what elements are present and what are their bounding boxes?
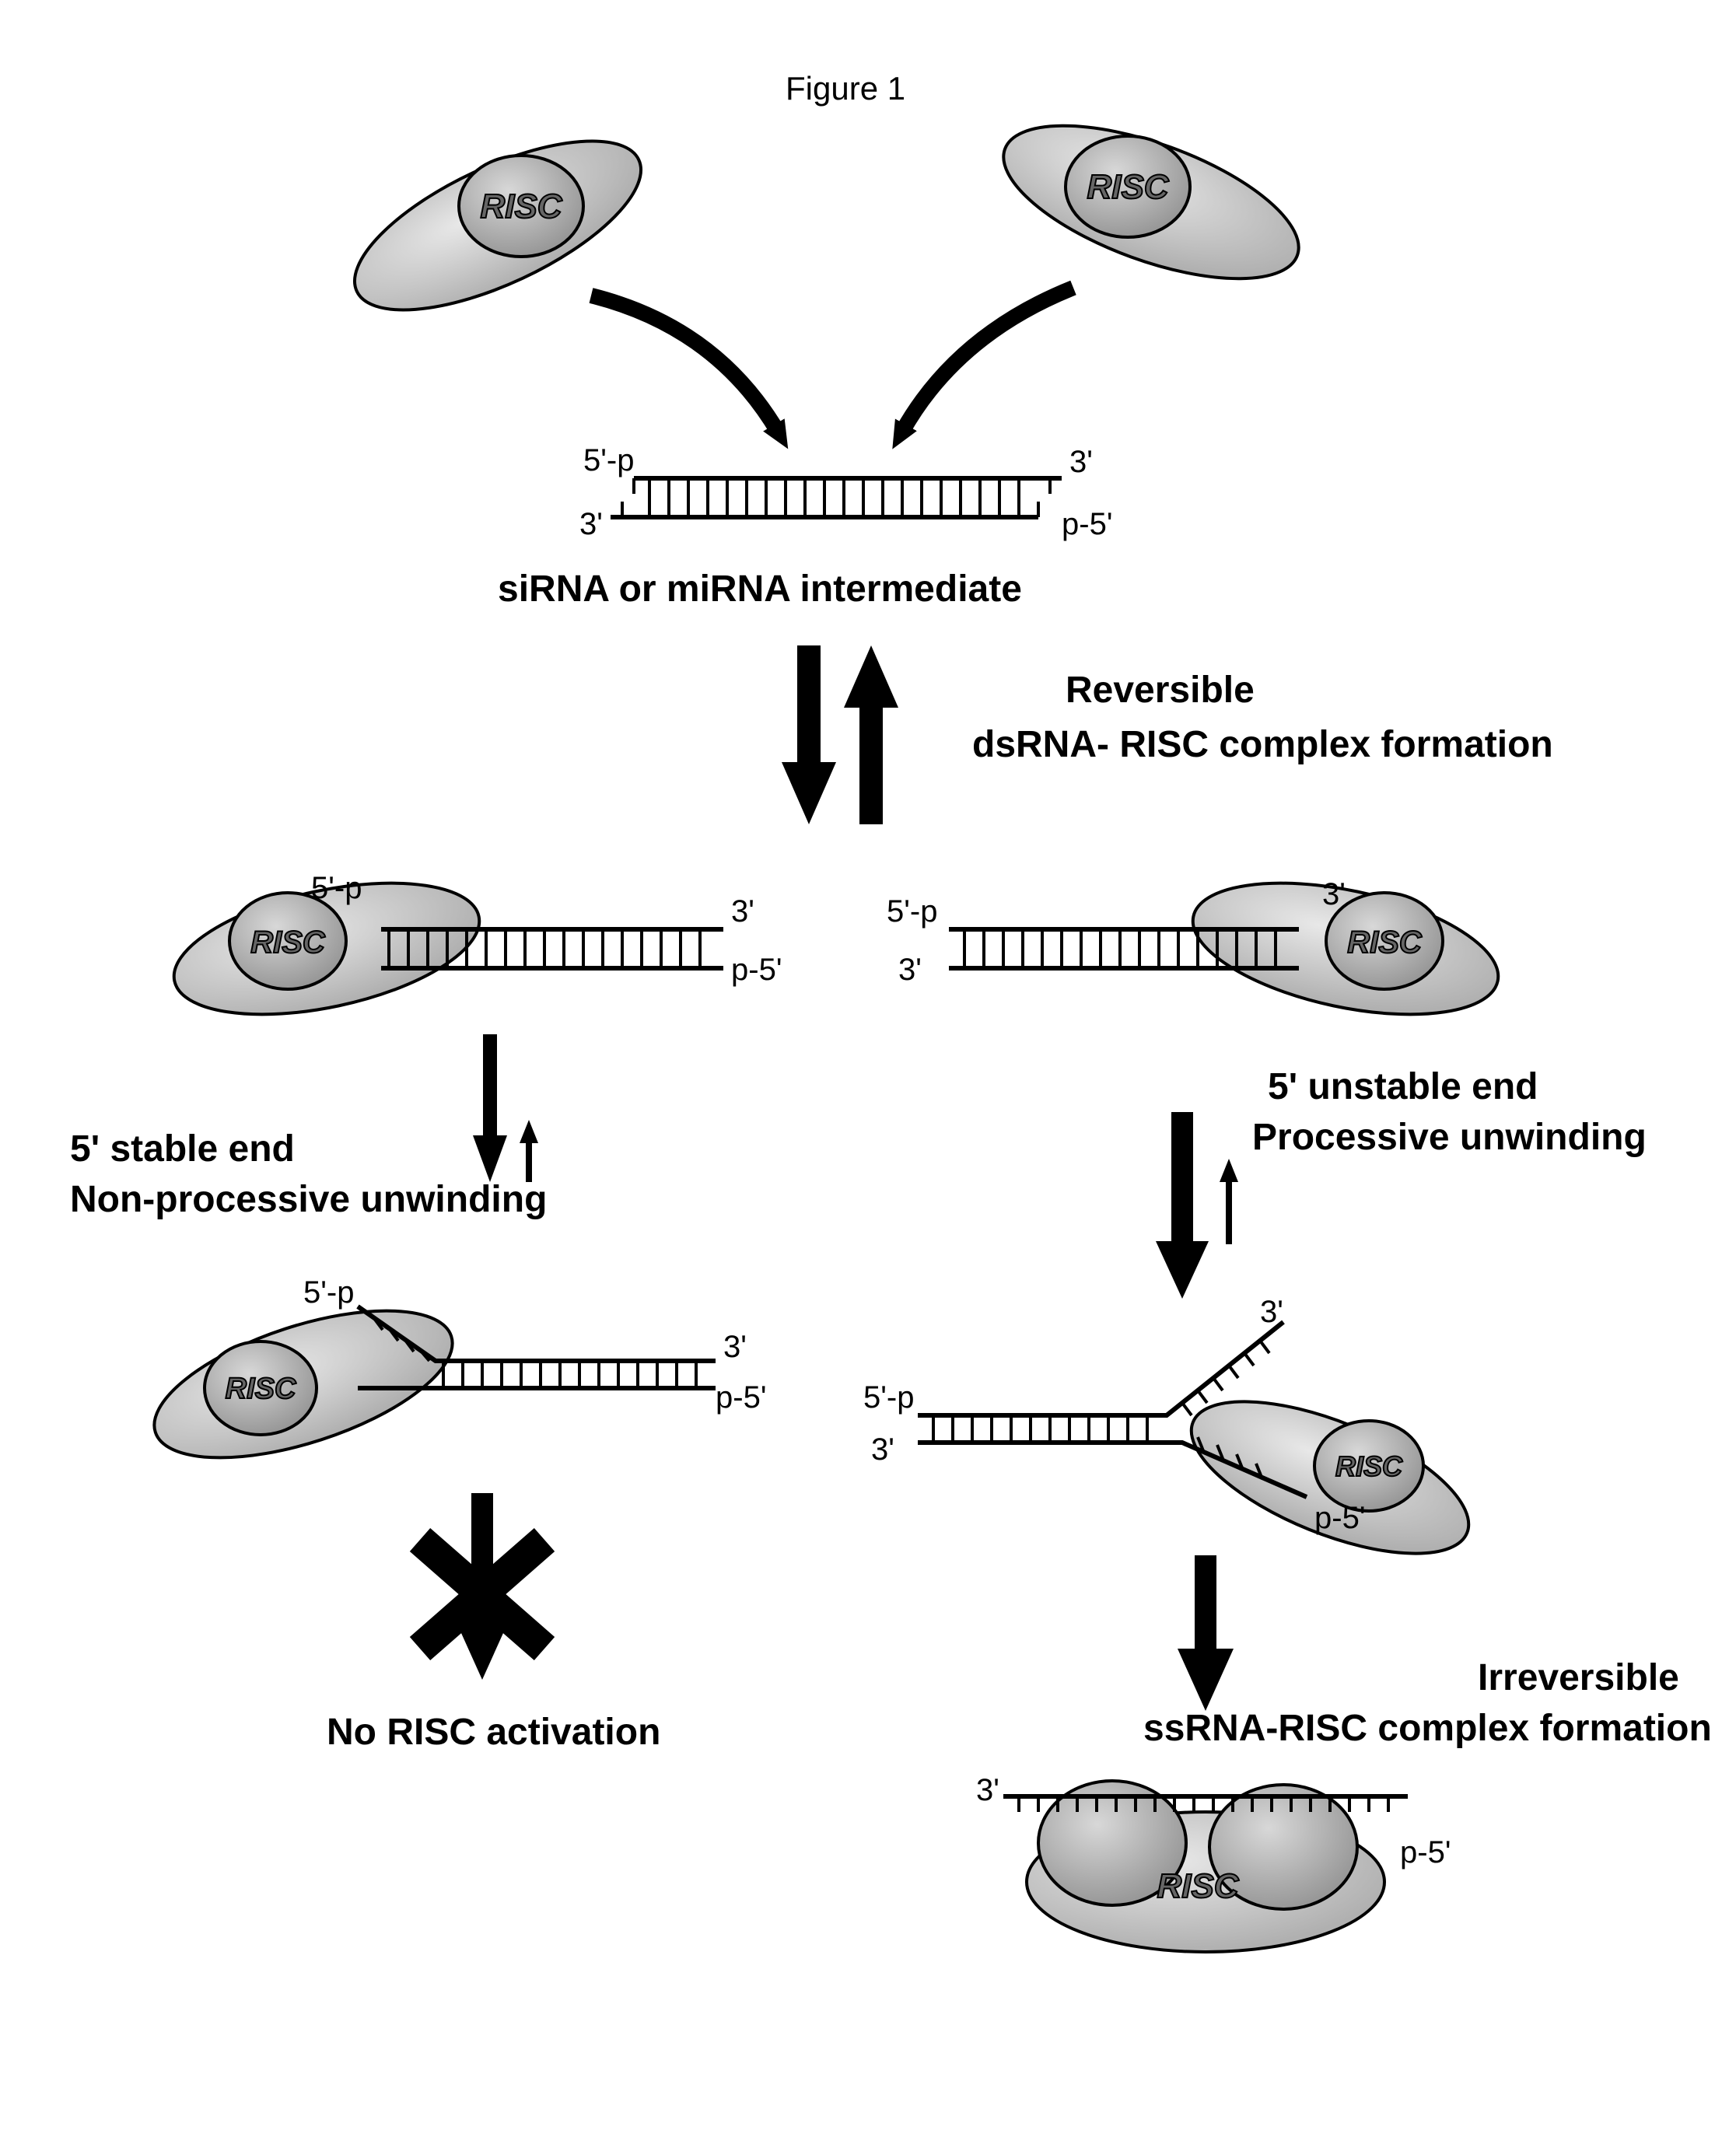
partially-unwound-right: RISC: [918, 1322, 1488, 1585]
reversible-line1: Reversible: [1066, 669, 1255, 712]
risc-left-bound: RISC: [163, 859, 723, 1038]
irreversible-line2: ssRNA-RISC complex formation: [1143, 1707, 1712, 1750]
end-p5-bottom-center-r: p-5': [1062, 507, 1112, 542]
equilibrium-arrows-center: [782, 645, 898, 824]
stable-line1: 5' stable end: [70, 1128, 295, 1170]
arrow-blocked: [420, 1493, 544, 1680]
end-5p-top-center: 5'-p: [583, 443, 634, 478]
no-activation: No RISC activation: [327, 1711, 660, 1754]
end-5p-lr-l: 5'-p: [863, 1380, 914, 1415]
unstable-line1: 5' unstable end: [1268, 1065, 1538, 1108]
stable-line2: Non-processive unwinding: [70, 1178, 547, 1221]
end-3-final-l: 3': [976, 1773, 999, 1808]
svg-text:RISC: RISC: [1087, 168, 1169, 206]
reversible-line2: dsRNA- RISC complex formation: [972, 723, 1553, 766]
svg-text:RISC: RISC: [1347, 925, 1423, 960]
end-3-left-r: 3': [731, 894, 754, 929]
end-p5-lr-r: p-5': [1314, 1501, 1365, 1536]
svg-text:RISC: RISC: [250, 925, 326, 960]
end-3-right-l: 3': [898, 953, 922, 988]
arrow-left-risc-to-duplex: [591, 296, 778, 432]
eq-right: [1156, 1112, 1238, 1299]
partially-unwound-left: RISC: [138, 1281, 716, 1488]
end-3-lr-l: 3': [871, 1432, 894, 1467]
final-ssrna-risc: RISC: [1003, 1781, 1408, 1952]
arrow-to-irreversible: [1178, 1555, 1234, 1711]
risc-top-right: RISC: [985, 94, 1317, 310]
end-5p-left: 5'-p: [311, 871, 362, 906]
end-3-lr-r: 3': [1260, 1295, 1283, 1330]
unstable-line2: Processive unwinding: [1252, 1116, 1647, 1159]
end-3-right-r: 3': [1322, 877, 1346, 912]
svg-text:RISC: RISC: [226, 1373, 296, 1405]
svg-text:RISC: RISC: [1335, 1450, 1403, 1482]
end-p5-final-r: p-5': [1400, 1835, 1451, 1870]
end-3-ll-r: 3': [723, 1330, 747, 1365]
end-p5-left-r: p-5': [731, 953, 782, 988]
end-3-bottom-center: 3': [579, 507, 603, 542]
small-eq-left: [473, 1034, 538, 1182]
end-5p-right-l: 5'-p: [887, 894, 937, 929]
central-duplex: [611, 478, 1062, 517]
svg-text:RISC: RISC: [1157, 1867, 1239, 1905]
figure-title: Figure 1: [786, 70, 905, 107]
end-5p-ll: 5'-p: [303, 1275, 354, 1310]
irreversible-line1: Irreversible: [1478, 1656, 1679, 1699]
svg-text:RISC: RISC: [480, 187, 562, 226]
arrow-right-risc-to-duplex: [902, 288, 1073, 432]
end-p5-ll-r: p-5': [716, 1380, 766, 1415]
end-3-top-center-r: 3': [1069, 445, 1093, 480]
sirna-label: siRNA or miRNA intermediate: [498, 568, 1022, 610]
risc-right-bound: RISC: [949, 859, 1510, 1038]
